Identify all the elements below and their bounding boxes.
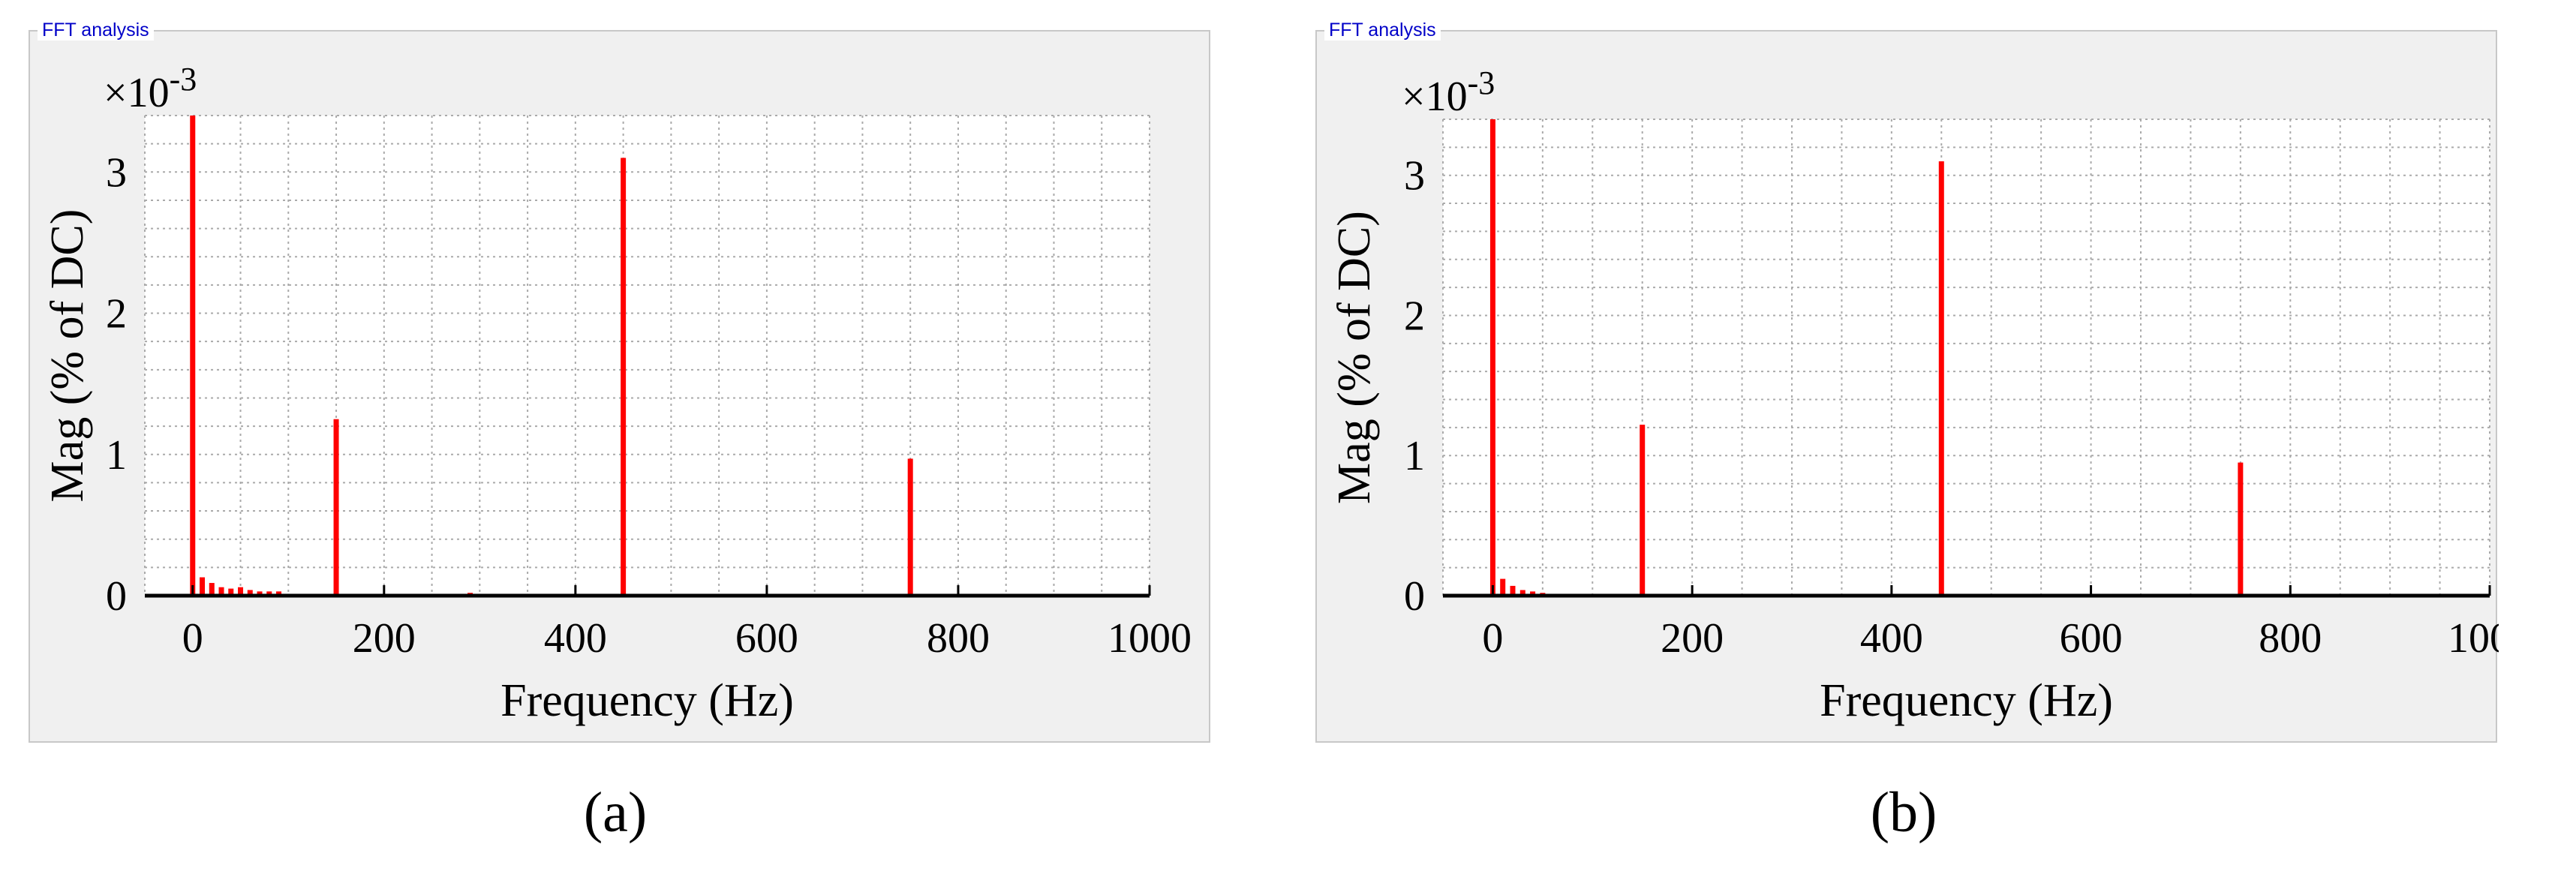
fft-chart-a: 0 200 400 600 800 1000 0 1 2 3 Frequency (Hz) Mag (… xyxy=(42,61,1192,726)
x-tick-label: 600 xyxy=(2060,615,2123,662)
panel-title: FFT analysis xyxy=(1324,20,1441,41)
x-tick-label: 400 xyxy=(1860,615,1923,662)
fft-bar xyxy=(621,158,627,596)
y-exponent-power: -3 xyxy=(170,61,197,98)
fft-bar xyxy=(1510,585,1516,596)
x-tick-label: 200 xyxy=(353,615,416,662)
fft-bar xyxy=(218,587,224,596)
fft-bar xyxy=(209,583,215,596)
plot-area xyxy=(1443,119,2490,596)
x-tick-label: 1000 xyxy=(2448,615,2499,662)
fft-bar xyxy=(266,591,272,596)
y-axis-label: Mag (% of DC) xyxy=(42,209,93,503)
y-tick-label: 3 xyxy=(106,149,127,196)
y-exponent-base: ×10 xyxy=(104,70,170,116)
fft-chart-b: 0 200 400 600 800 1000 0 1 2 3 Frequency (Hz) Mag (… xyxy=(1329,65,2499,726)
panel-title: FFT analysis xyxy=(38,20,154,41)
x-axis-label: Frequency (Hz) xyxy=(1820,675,2113,726)
fft-bar xyxy=(190,116,196,596)
y-tick-label: 0 xyxy=(106,573,127,620)
fft-bar xyxy=(247,590,253,596)
x-tick-label: 400 xyxy=(544,615,607,662)
x-tick-label: 1000 xyxy=(1108,615,1192,662)
y-tick-label: 2 xyxy=(106,291,127,338)
fft-bar xyxy=(238,587,244,596)
x-tick-label: 200 xyxy=(1661,615,1724,662)
caption-b: (b) xyxy=(1870,781,1937,844)
x-tick-label: 600 xyxy=(735,615,798,662)
fft-bar xyxy=(200,577,206,596)
x-tick-label: 0 xyxy=(182,615,203,662)
bars xyxy=(190,116,913,596)
fft-bar xyxy=(1519,590,1525,596)
y-tick-label: 1 xyxy=(1404,433,1425,479)
fft-bar xyxy=(1640,425,1646,596)
fft-bar xyxy=(1530,591,1536,596)
x-axis-label: Frequency (Hz) xyxy=(500,675,794,726)
fft-bar xyxy=(257,591,263,596)
fft-panel-b: FFT analysis 0 200 400 600 800 1000 0 1 2 3 Freque… xyxy=(1315,20,2499,743)
y-exponent-power: -3 xyxy=(1468,65,1495,101)
fft-bar xyxy=(1489,119,1495,596)
fft-bar xyxy=(276,591,282,596)
y-tick-label: 1 xyxy=(106,432,127,479)
y-exponent-label: ×10-3 xyxy=(104,61,197,116)
x-tick-label: 800 xyxy=(2259,615,2322,662)
grid xyxy=(1442,119,2490,596)
fft-bar xyxy=(333,419,339,596)
y-tick-label: 2 xyxy=(1404,293,1425,339)
fft-bar xyxy=(907,458,913,596)
x-tick-label: 800 xyxy=(927,615,990,662)
fft-bar xyxy=(228,588,234,596)
y-exponent-base: ×10 xyxy=(1402,74,1468,120)
x-tick-label: 0 xyxy=(1482,615,1503,662)
caption-a: (a) xyxy=(583,781,648,844)
y-tick-label: 0 xyxy=(1404,573,1425,620)
fft-bar xyxy=(2238,462,2244,596)
fft-bar xyxy=(1938,161,1944,596)
fft-bar xyxy=(1500,578,1506,596)
y-axis-label: Mag (% of DC) xyxy=(1329,211,1380,504)
y-tick-label: 3 xyxy=(1404,153,1425,200)
plot-area xyxy=(145,116,1150,596)
fft-panel-a: FFT analysis 0 200 400 600 800 1000 0 1 2 3 Freque… xyxy=(29,20,1210,743)
y-exponent-label: ×10-3 xyxy=(1402,65,1495,120)
